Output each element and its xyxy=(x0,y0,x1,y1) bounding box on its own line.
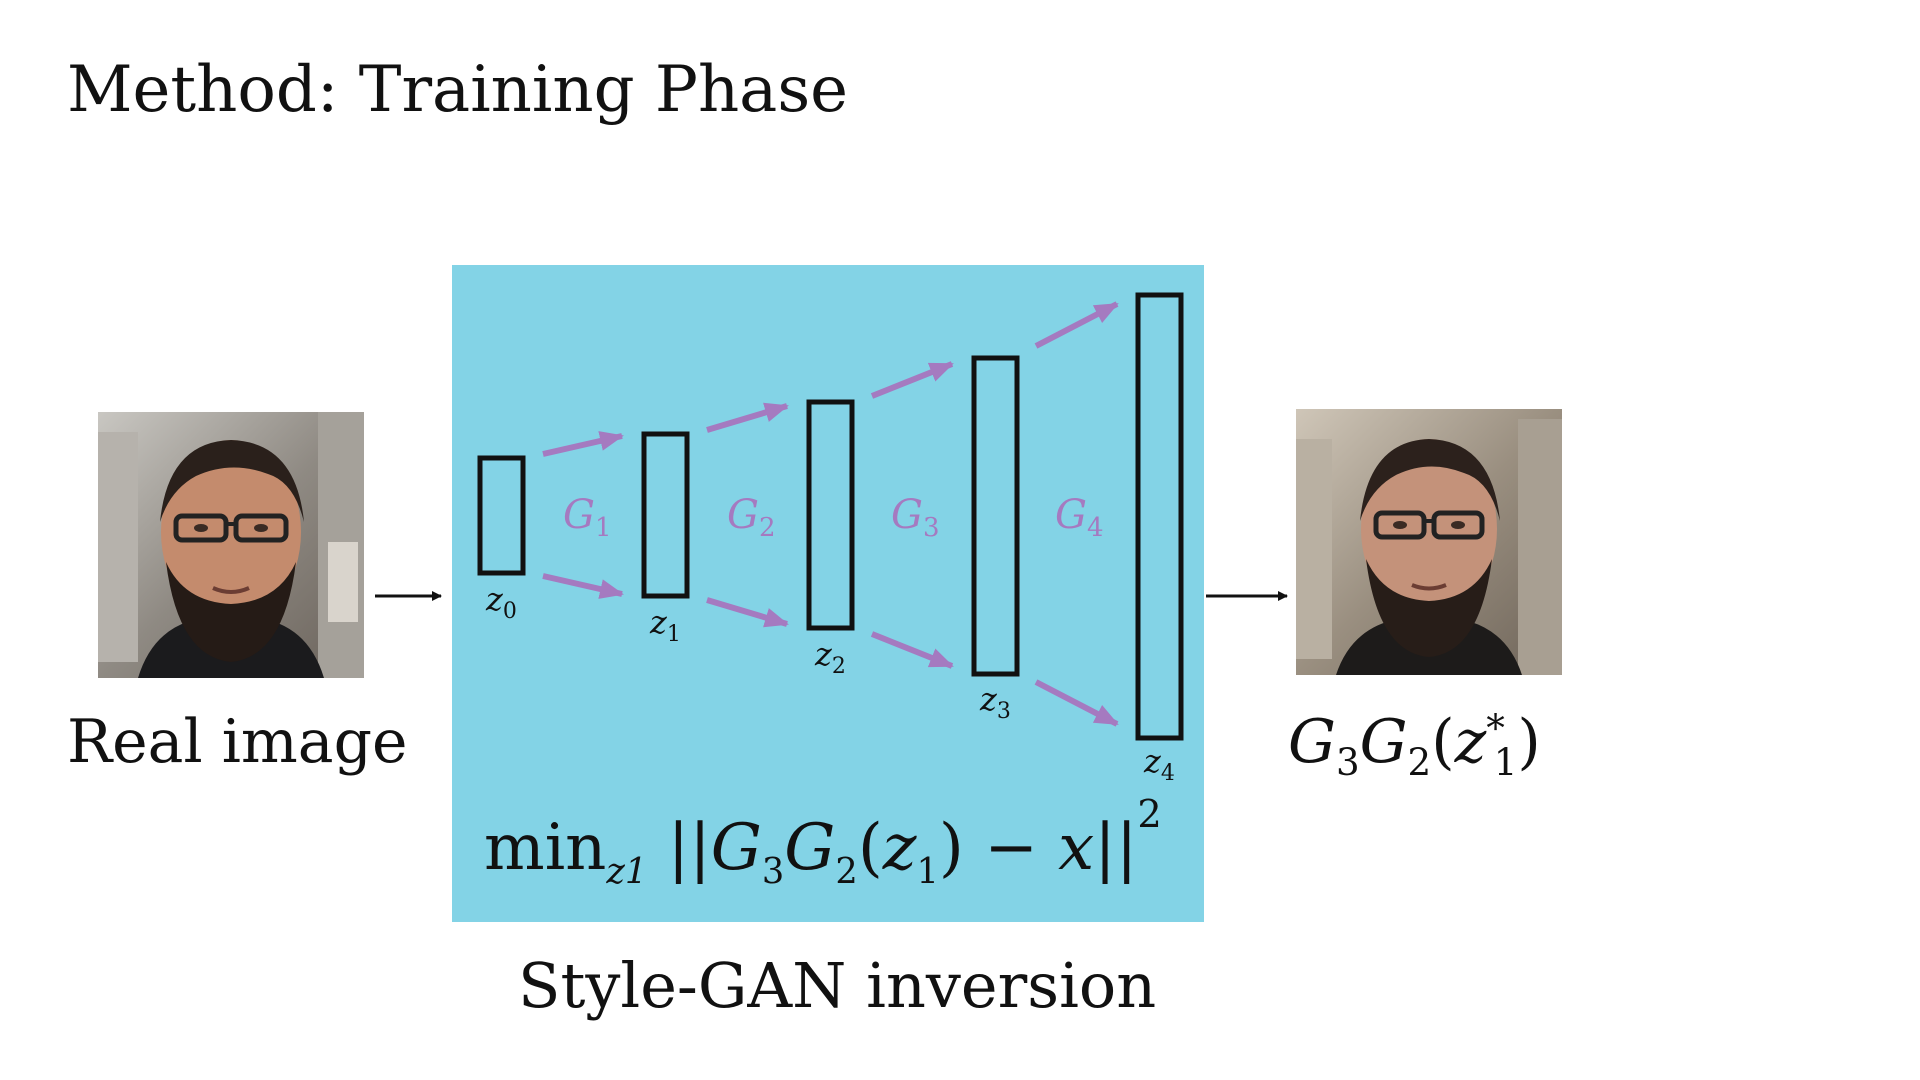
g3-upper-arrow xyxy=(870,361,954,399)
generator-g2-label: G2 xyxy=(727,492,776,543)
latent-z4-box xyxy=(1135,292,1184,741)
generator-g4-label: G4 xyxy=(1055,492,1104,543)
formula-arg-close: ) xyxy=(938,811,964,886)
g4-upper-arrow xyxy=(1034,301,1119,349)
latent-z1-label: z1 xyxy=(649,603,681,647)
formula-x: x xyxy=(1058,811,1095,886)
latent-z0-label: z0 xyxy=(485,580,517,624)
formula-min-subscript: z1 xyxy=(606,851,648,893)
formula-g3-subscript: 3 xyxy=(761,851,785,893)
inversion-objective-formula: minz1 ||G3G2(z1) − x||2 xyxy=(484,795,1162,889)
formula-power: 2 xyxy=(1137,792,1162,837)
generator-g1-label: G1 xyxy=(563,492,612,543)
caption-z-symbol: z xyxy=(1454,707,1487,777)
formula-g2-subscript: 2 xyxy=(835,851,858,893)
panel-caption: Style-GAN inversion xyxy=(518,949,1157,1022)
latent-z3-label: z3 xyxy=(979,680,1011,724)
slide-title: Method: Training Phase xyxy=(67,53,849,127)
formula-z: z xyxy=(882,811,917,886)
formula-norm-open: || xyxy=(667,811,711,886)
latent-z0-box xyxy=(477,455,526,576)
formula-g2: G xyxy=(784,811,836,886)
g2-upper-arrow xyxy=(706,402,789,433)
latent-z3-box xyxy=(971,355,1020,677)
reconstructed-image-face xyxy=(1296,409,1562,675)
real-image-photo xyxy=(98,412,364,678)
caption-close-paren: ) xyxy=(1517,707,1541,777)
g2-lower-arrow xyxy=(706,597,789,628)
formula-g3: G xyxy=(710,811,762,886)
latent-z2-label: z2 xyxy=(814,635,846,679)
latent-z4-label: z4 xyxy=(1143,742,1175,786)
g3-lower-arrow xyxy=(870,631,954,669)
formula-minus: − xyxy=(984,811,1038,886)
caption-g3-symbol: G xyxy=(1288,707,1336,777)
stylegan-panel xyxy=(452,265,1204,922)
formula-min: min xyxy=(484,811,607,886)
caption-g2-subscript: 2 xyxy=(1407,740,1432,784)
reconstruction-formula-caption: G3G2(z*1) xyxy=(1288,709,1541,780)
caption-g2-symbol: G xyxy=(1359,707,1408,777)
real-image-caption: Real image xyxy=(67,707,408,777)
caption-z-subscript: 1 xyxy=(1493,740,1518,784)
g1-upper-arrow xyxy=(542,431,624,457)
latent-z1-box xyxy=(641,431,690,599)
formula-arg-open: ( xyxy=(857,811,883,886)
latent-z2-box xyxy=(806,399,855,631)
formula-z-subscript: 1 xyxy=(916,851,939,893)
g1-lower-arrow xyxy=(542,573,624,599)
caption-open-paren: ( xyxy=(1431,707,1455,777)
caption-g3-subscript: 3 xyxy=(1335,740,1360,784)
real-image-face xyxy=(98,412,364,678)
caption-star-superscript: * xyxy=(1486,706,1505,750)
reconstructed-image-photo xyxy=(1296,409,1562,675)
formula-norm-close: || xyxy=(1094,811,1138,886)
generator-g3-label: G3 xyxy=(891,492,940,543)
g4-lower-arrow xyxy=(1034,679,1119,727)
